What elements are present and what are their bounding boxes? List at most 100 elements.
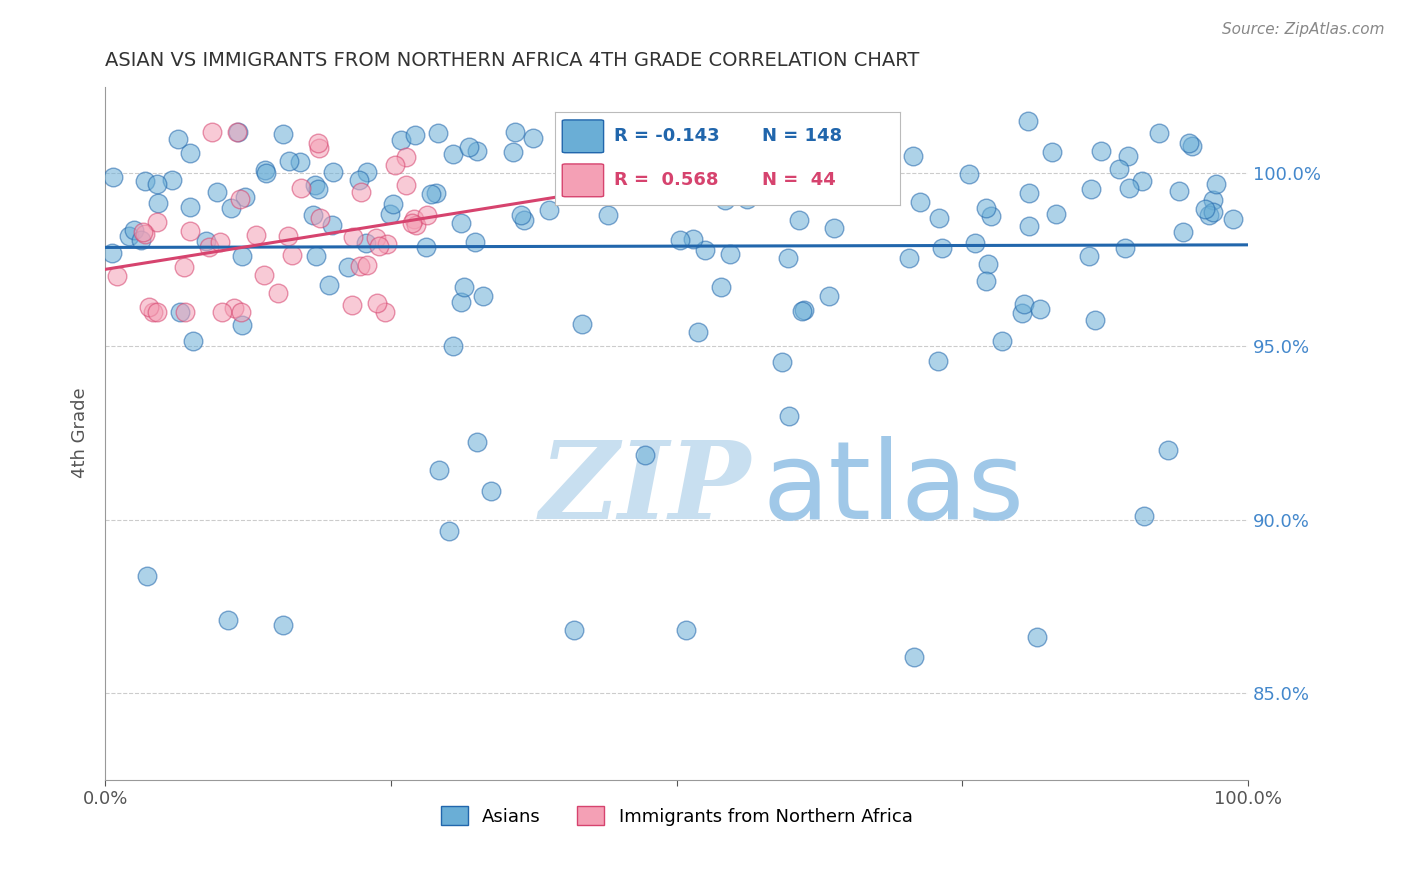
Point <box>778 409 800 423</box>
Point <box>991 334 1014 349</box>
Point <box>1018 219 1040 233</box>
Point <box>416 208 439 222</box>
Point <box>278 153 301 168</box>
Point <box>1018 186 1040 200</box>
Point <box>405 219 427 233</box>
Point <box>378 207 401 221</box>
Point <box>851 142 873 156</box>
Point <box>692 186 714 200</box>
Legend: Asians, Immigrants from Northern Africa: Asians, Immigrants from Northern Africa <box>433 799 920 833</box>
Point <box>1205 177 1227 191</box>
Point <box>381 196 404 211</box>
Point <box>253 268 276 283</box>
Point <box>307 182 329 196</box>
Point <box>218 613 240 627</box>
Point <box>1130 173 1153 187</box>
Point <box>538 202 561 217</box>
Point <box>437 524 460 538</box>
Point <box>273 618 295 632</box>
Point <box>389 133 412 147</box>
Point <box>145 305 167 319</box>
Point <box>427 463 450 477</box>
Point <box>503 125 526 139</box>
Point <box>678 156 700 170</box>
Point <box>134 174 156 188</box>
Point <box>522 131 544 145</box>
Point <box>903 650 925 665</box>
Point <box>1080 181 1102 195</box>
Point <box>309 211 332 225</box>
Point <box>305 249 328 263</box>
Point <box>288 155 311 169</box>
Point <box>226 125 249 139</box>
Text: N = 148: N = 148 <box>762 128 842 145</box>
Point <box>1178 136 1201 150</box>
Point <box>318 278 340 293</box>
Point <box>465 435 488 450</box>
Point <box>931 241 953 255</box>
Point <box>277 228 299 243</box>
Point <box>693 243 716 257</box>
Point <box>290 181 312 195</box>
Point <box>928 211 950 225</box>
Point <box>778 252 800 266</box>
Point <box>876 131 898 145</box>
Point <box>173 260 195 275</box>
Point <box>245 227 267 242</box>
Point <box>307 136 329 150</box>
Point <box>169 304 191 318</box>
Point <box>441 338 464 352</box>
Point <box>179 200 201 214</box>
FancyBboxPatch shape <box>562 120 603 153</box>
Point <box>479 484 502 499</box>
Point <box>1180 138 1202 153</box>
Point <box>1012 297 1035 311</box>
Point <box>598 208 620 222</box>
Point <box>963 236 986 251</box>
Point <box>366 295 388 310</box>
Point <box>714 193 737 207</box>
Text: ASIAN VS IMMIGRANTS FROM NORTHERN AFRICA 4TH GRADE CORRELATION CHART: ASIAN VS IMMIGRANTS FROM NORTHERN AFRICA… <box>105 51 920 70</box>
Point <box>821 167 844 181</box>
Point <box>509 208 531 222</box>
Point <box>472 289 495 303</box>
Point <box>336 260 359 274</box>
Point <box>1026 630 1049 644</box>
Point <box>453 279 475 293</box>
Point <box>582 175 605 189</box>
Point <box>101 169 124 184</box>
Point <box>229 193 252 207</box>
Point <box>450 216 472 230</box>
Point <box>790 303 813 318</box>
Point <box>582 161 605 175</box>
Point <box>375 236 398 251</box>
Point <box>425 186 447 200</box>
Point <box>1040 145 1063 159</box>
Point <box>321 218 343 232</box>
Point <box>224 301 246 315</box>
Point <box>686 326 709 340</box>
Point <box>148 195 170 210</box>
Point <box>129 233 152 247</box>
Point <box>1147 126 1170 140</box>
Point <box>1194 202 1216 217</box>
Point <box>401 216 423 230</box>
Point <box>179 224 201 238</box>
Point <box>201 124 224 138</box>
Point <box>571 317 593 331</box>
Point <box>374 305 396 319</box>
Y-axis label: 4th Grade: 4th Grade <box>72 388 89 478</box>
Point <box>614 148 637 162</box>
Point <box>1118 181 1140 195</box>
Point <box>1077 249 1099 263</box>
Text: R = -0.143: R = -0.143 <box>614 128 720 145</box>
Point <box>513 213 536 227</box>
Point <box>441 147 464 161</box>
Point <box>354 235 377 250</box>
Point <box>818 288 841 302</box>
Point <box>1222 212 1244 227</box>
Point <box>347 173 370 187</box>
Point <box>806 154 828 169</box>
FancyBboxPatch shape <box>562 164 603 197</box>
Point <box>1198 208 1220 222</box>
